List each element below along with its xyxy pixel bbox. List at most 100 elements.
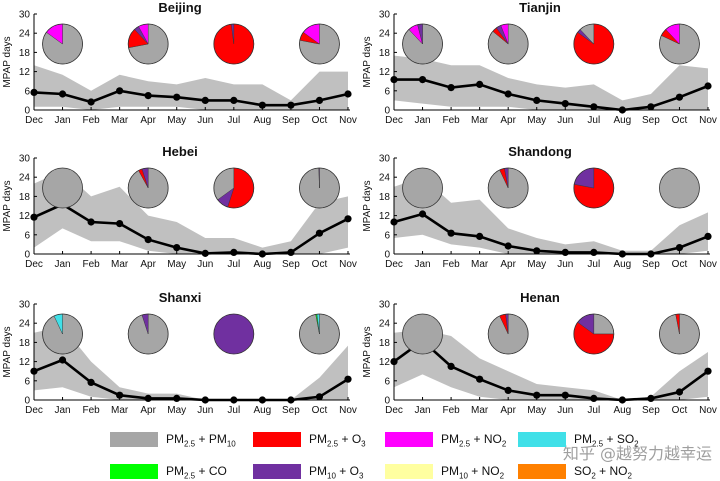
x-tick-label: Jan (414, 115, 430, 126)
x-tick-label: Oct (672, 405, 688, 416)
pie-jul (213, 23, 255, 65)
legend-swatch (110, 464, 158, 479)
pie-oct (299, 313, 340, 355)
data-point (58, 90, 67, 98)
x-tick-label: Jun (557, 405, 573, 416)
data-point (287, 396, 295, 404)
y-tick-label: 18 (379, 338, 391, 349)
series-line (393, 212, 709, 256)
x-tick-label: May (527, 405, 546, 416)
x-tick-label: Jan (414, 405, 430, 416)
data-point (258, 250, 266, 258)
pie-oct (659, 23, 700, 65)
y-tick-label: 30 (379, 10, 391, 21)
legend-label-part: NO (481, 464, 500, 478)
y-tick-label: 0 (24, 396, 30, 407)
pie-jul (573, 23, 615, 65)
legend-label-part: 2 (499, 471, 505, 481)
pie-outline (299, 313, 340, 355)
pie-outline (127, 313, 169, 355)
pie-outline (299, 167, 340, 209)
legend-label-part: PM (441, 464, 459, 478)
legend-label-part: + (195, 464, 209, 478)
x-tick-label: Mar (471, 259, 489, 270)
chart-panel-tianjin: 0 6 12 18 24 30 MPAP days Dec Jan Feb Mar Apr May Jun… (360, 0, 720, 140)
data-point (504, 90, 512, 98)
y-axis-label: MPAP days (362, 36, 373, 87)
legend-label-part: 2.5 (327, 439, 339, 449)
y-tick-label: 18 (379, 48, 391, 59)
data-point (476, 232, 484, 240)
data-point (144, 236, 152, 244)
legend-label-part: 2.5 (592, 439, 604, 449)
x-tick-label: Jan (414, 259, 430, 270)
y-tick-label: 18 (19, 338, 31, 349)
legend-label-part: 3 (358, 471, 364, 481)
data-point (230, 96, 238, 104)
legend-label: PM2.5 + NO2 (441, 432, 506, 448)
x-tick-label: Apr (140, 115, 156, 126)
pie-apr (487, 167, 529, 209)
data-point (618, 250, 626, 258)
data-point (675, 388, 684, 396)
panel-title: Shandong (508, 144, 572, 159)
data-point (116, 391, 124, 399)
chart-svg: 0 6 12 18 24 30 MPAP days Dec Jan Feb Mar Apr May Jun… (362, 154, 717, 271)
chart-panel-shanxi: 0 6 12 18 24 30 MPAP days Dec Jan Feb Mar Apr May Jun… (0, 290, 360, 430)
legend-label-part: SO (574, 464, 592, 478)
x-tick-label: May (167, 259, 186, 270)
legend-label-part: PM (208, 432, 227, 446)
data-point (647, 250, 655, 258)
pie-jul (573, 313, 615, 355)
x-tick-label: Sep (642, 259, 660, 270)
pie-outline (487, 313, 529, 355)
pie-slice (213, 314, 254, 354)
legend-swatch (518, 432, 566, 447)
x-tick-label: Sep (642, 115, 660, 126)
legend-label-part: PM (574, 432, 592, 446)
legend-label-part: PM (441, 432, 459, 446)
x-tick-label: Jan (54, 259, 70, 270)
data-point (590, 103, 598, 111)
x-tick-label: Sep (282, 259, 300, 270)
legend-label: PM2.5 + CO (166, 464, 227, 480)
x-tick-label: Nov (339, 259, 357, 270)
data-point (418, 210, 427, 218)
legend-label-part: + (595, 464, 610, 478)
data-point (675, 93, 684, 101)
legend-swatch (385, 464, 433, 479)
y-tick-label: 18 (19, 48, 31, 59)
x-tick-label: Feb (82, 259, 100, 270)
data-point (315, 393, 324, 401)
data-point (87, 98, 95, 106)
legend-label-part: + (335, 464, 350, 478)
data-point (201, 249, 209, 257)
legend-label-part: O (349, 464, 359, 478)
data-point (561, 391, 569, 399)
x-tick-label: Dec (25, 405, 43, 416)
x-tick-label: Jan (54, 115, 70, 126)
x-tick-label: Jul (587, 405, 600, 416)
x-tick-label: May (527, 259, 546, 270)
data-point (201, 96, 209, 104)
y-axis-label: MPAP days (2, 326, 13, 377)
pie-jan (402, 313, 443, 355)
x-tick-label: Dec (25, 115, 43, 126)
y-tick-label: 24 (379, 173, 391, 184)
legend-label-part: PM (309, 464, 327, 478)
x-tick-label: Jun (197, 405, 213, 416)
pie-outline (487, 167, 529, 209)
legend-swatch (385, 432, 433, 447)
y-tick-label: 30 (19, 154, 31, 165)
y-tick-label: 0 (384, 250, 390, 261)
chart-panel-beijing: 0 6 12 18 24 30 MPAP days Dec Jan Feb Mar Apr May Jun… (0, 0, 360, 140)
y-tick-label: 24 (19, 173, 31, 184)
x-tick-label: Apr (500, 115, 516, 126)
pie-oct (659, 313, 700, 355)
x-tick-label: Oct (672, 259, 688, 270)
data-point (258, 101, 266, 109)
pie-jul (573, 167, 615, 209)
pie-outline (42, 23, 83, 65)
x-tick-label: Aug (253, 405, 271, 416)
